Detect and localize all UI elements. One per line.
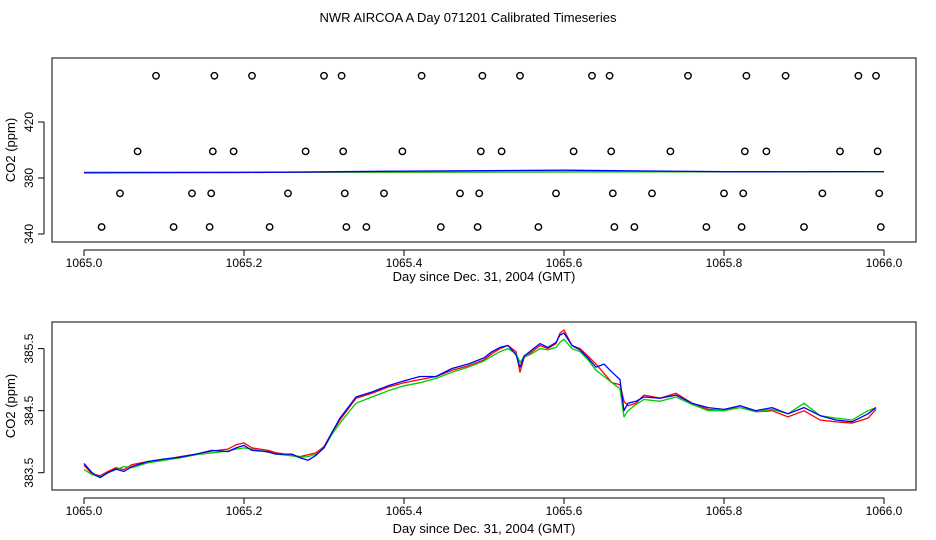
x-axis-ticks: 1065.0 1065.2 1065.4 1065.6 1065.8 1066.0 (66, 249, 903, 270)
x-tick-label: 1066.0 (866, 256, 903, 270)
series-line-blue (83, 169, 885, 174)
data-point (456, 189, 464, 198)
data-point (337, 71, 346, 80)
data-point (188, 189, 196, 198)
y-axis-ticks: 383.5 384.5 385.5 (22, 333, 45, 488)
data-points (97, 71, 885, 231)
x-tick-label: 1065.6 (546, 504, 583, 518)
data-point (872, 71, 880, 80)
x-tick-label: 1065.0 (66, 256, 103, 270)
y-axis-ticks: 340 380 420 (22, 112, 45, 244)
data-point (398, 147, 407, 156)
data-point (207, 189, 216, 198)
data-point (417, 71, 426, 80)
data-point (781, 71, 790, 80)
y-tick-label: 420 (22, 112, 36, 132)
x-tick-label: 1066.0 (866, 504, 903, 518)
line-panel: 1065.0 1065.2 1065.4 1065.6 1065.8 1066.0 383… (3, 321, 917, 536)
y-tick-label: 383.5 (22, 457, 36, 487)
data-point (436, 223, 445, 231)
data-point (133, 147, 142, 156)
data-point (342, 223, 351, 231)
data-point (720, 189, 728, 198)
data-point (497, 147, 506, 156)
x-tick-label: 1065.2 (226, 504, 263, 518)
data-point (836, 147, 844, 156)
data-point (248, 71, 256, 80)
series-lines (83, 329, 877, 479)
x-tick-label: 1065.4 (386, 504, 423, 518)
data-point (534, 223, 543, 231)
data-point (265, 223, 274, 231)
data-point (630, 223, 639, 231)
data-point (320, 71, 328, 80)
series-lines (83, 169, 885, 174)
data-point (702, 223, 711, 231)
x-tick-label: 1065.6 (546, 256, 583, 270)
data-point (818, 189, 827, 198)
data-point (873, 147, 882, 156)
series-line-blue (83, 332, 877, 479)
x-tick-label: 1065.0 (66, 504, 103, 518)
data-point (475, 189, 484, 198)
data-point (648, 189, 656, 198)
chart-title: NWR AIRCOA A Day 071201 Calibrated Times… (320, 10, 617, 25)
data-point (229, 147, 238, 156)
data-point (473, 223, 482, 231)
data-point (607, 147, 616, 156)
scatter-panel: 1065.0 1065.2 1065.4 1065.6 1065.8 1066.0 340… (3, 57, 917, 284)
data-point (340, 189, 349, 198)
data-point (516, 71, 524, 80)
x-tick-label: 1065.8 (706, 256, 743, 270)
data-point (684, 71, 692, 80)
x-tick-label: 1065.8 (706, 504, 743, 518)
data-point (208, 147, 217, 156)
y-tick-label: 380 (22, 168, 36, 188)
x-axis-ticks: 1065.0 1065.2 1065.4 1065.6 1065.8 1066.0 (66, 497, 903, 518)
data-point (152, 71, 160, 80)
data-point (742, 71, 751, 80)
data-point (169, 223, 178, 231)
data-point (552, 189, 560, 198)
data-point (478, 71, 487, 80)
data-point (476, 147, 485, 156)
data-point (588, 71, 596, 80)
data-point (605, 71, 614, 80)
data-point (666, 147, 675, 156)
x-tick-label: 1065.4 (386, 256, 423, 270)
data-point (800, 223, 808, 231)
y-tick-label: 385.5 (22, 333, 36, 363)
data-point (569, 147, 578, 156)
data-point (362, 223, 371, 231)
data-point (875, 189, 884, 198)
data-point (610, 223, 619, 231)
data-point (210, 71, 219, 80)
plot-frame (51, 321, 917, 491)
data-point (876, 223, 885, 231)
y-tick-label: 340 (22, 224, 36, 244)
data-point (205, 223, 214, 231)
x-axis-label: Day since Dec. 31, 2004 (GMT) (393, 269, 576, 284)
x-tick-label: 1065.2 (226, 256, 263, 270)
x-axis-label: Day since Dec. 31, 2004 (GMT) (393, 521, 576, 536)
data-point (97, 223, 106, 231)
y-tick-label: 384.5 (22, 395, 36, 425)
data-point (284, 189, 292, 198)
data-point (737, 223, 746, 231)
y-axis-label: CO2 (ppm) (3, 374, 18, 438)
data-point (854, 71, 863, 80)
data-point (739, 189, 748, 198)
data-point (740, 147, 749, 156)
data-point (116, 189, 124, 198)
data-point (301, 147, 310, 156)
data-point (608, 189, 617, 198)
data-point (380, 189, 388, 198)
data-point (339, 147, 348, 156)
data-point (762, 147, 771, 156)
plot-frame (51, 57, 917, 243)
y-axis-label: CO2 (ppm) (3, 118, 18, 182)
